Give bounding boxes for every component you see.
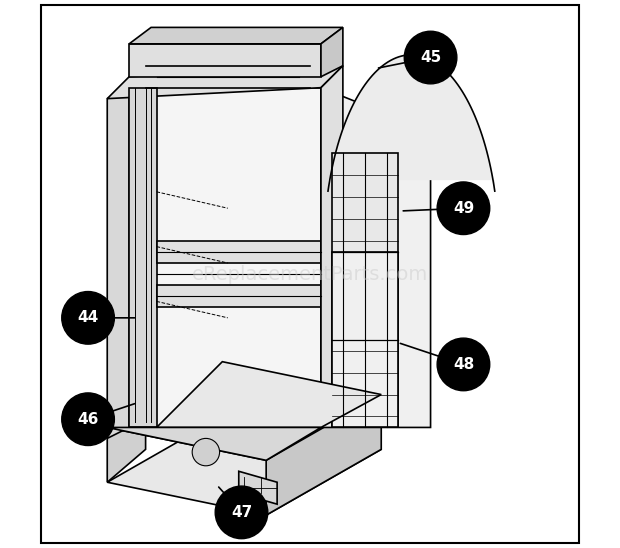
- Polygon shape: [107, 416, 381, 515]
- Polygon shape: [328, 55, 495, 191]
- Polygon shape: [107, 427, 321, 460]
- Polygon shape: [239, 471, 277, 504]
- Circle shape: [62, 393, 114, 446]
- Polygon shape: [129, 44, 321, 77]
- Polygon shape: [107, 88, 129, 438]
- Polygon shape: [157, 285, 321, 307]
- Polygon shape: [321, 66, 343, 427]
- Text: 49: 49: [453, 201, 474, 216]
- Circle shape: [215, 486, 268, 539]
- Polygon shape: [332, 252, 397, 427]
- Polygon shape: [129, 88, 157, 427]
- Polygon shape: [157, 362, 381, 427]
- Polygon shape: [321, 27, 343, 77]
- Polygon shape: [129, 88, 321, 427]
- Polygon shape: [332, 153, 397, 427]
- Text: 47: 47: [231, 505, 252, 520]
- Circle shape: [62, 292, 114, 344]
- Text: 44: 44: [78, 310, 99, 326]
- Circle shape: [404, 31, 457, 84]
- Polygon shape: [321, 88, 430, 427]
- Text: 45: 45: [420, 50, 441, 65]
- Text: eReplacementParts.com: eReplacementParts.com: [192, 265, 428, 283]
- Polygon shape: [157, 241, 321, 263]
- Text: 48: 48: [453, 357, 474, 372]
- Polygon shape: [107, 395, 146, 482]
- Polygon shape: [107, 66, 343, 99]
- Circle shape: [437, 182, 490, 235]
- Text: 46: 46: [78, 412, 99, 427]
- Polygon shape: [129, 27, 343, 44]
- Polygon shape: [107, 362, 381, 460]
- Circle shape: [437, 338, 490, 391]
- Circle shape: [192, 438, 219, 466]
- Polygon shape: [266, 395, 381, 515]
